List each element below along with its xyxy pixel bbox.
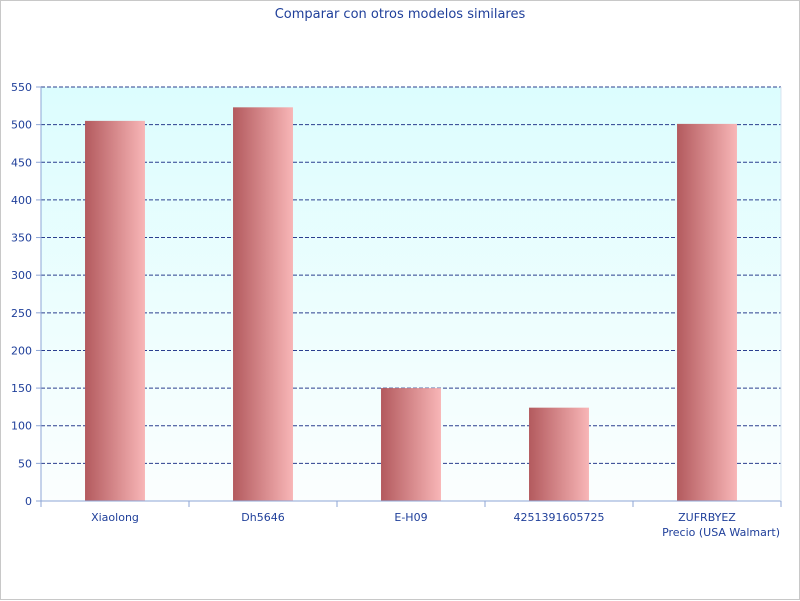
bars (85, 107, 737, 501)
x-axis-label: Precio (USA Walmart) (662, 526, 780, 539)
bar-Xiaolong (85, 120, 145, 501)
bar-ZUFRBYEZ (677, 123, 737, 501)
y-tick-label: 350 (11, 232, 32, 245)
bar-E-H09 (381, 388, 441, 501)
y-tick-label: 200 (11, 344, 32, 357)
bar-4251391605725 (529, 407, 589, 501)
y-tick-labels: 0 50 100 150 200 250 300 350 400 450 500 550 (11, 81, 41, 508)
y-tick-label: 100 (11, 420, 32, 433)
x-tick-label: 4251391605725 (514, 511, 605, 524)
chart-title: Comparar con otros modelos similares (275, 7, 526, 22)
y-tick-label: 550 (11, 81, 32, 94)
x-tick-label: Xiaolong (91, 511, 139, 524)
x-tick-label: Dh5646 (241, 511, 284, 524)
y-tick-label: 250 (11, 307, 32, 320)
y-tick-label: 0 (25, 495, 32, 508)
axes (40, 87, 782, 502)
x-tick-labels: Xiaolong Dh5646 E-H09 4251391605725 ZUFRBYEZ (40, 501, 782, 524)
y-tick-label: 300 (11, 269, 32, 282)
y-tick-label: 450 (11, 156, 32, 169)
y-tick-label: 400 (11, 194, 32, 207)
y-tick-label: 150 (11, 382, 32, 395)
x-tick-label: ZUFRBYEZ (678, 511, 736, 524)
bar-Dh5646 (233, 107, 293, 501)
x-tick-label: E-H09 (394, 511, 427, 524)
y-tick-label: 50 (18, 457, 32, 470)
y-tick-label: 500 (11, 119, 32, 132)
